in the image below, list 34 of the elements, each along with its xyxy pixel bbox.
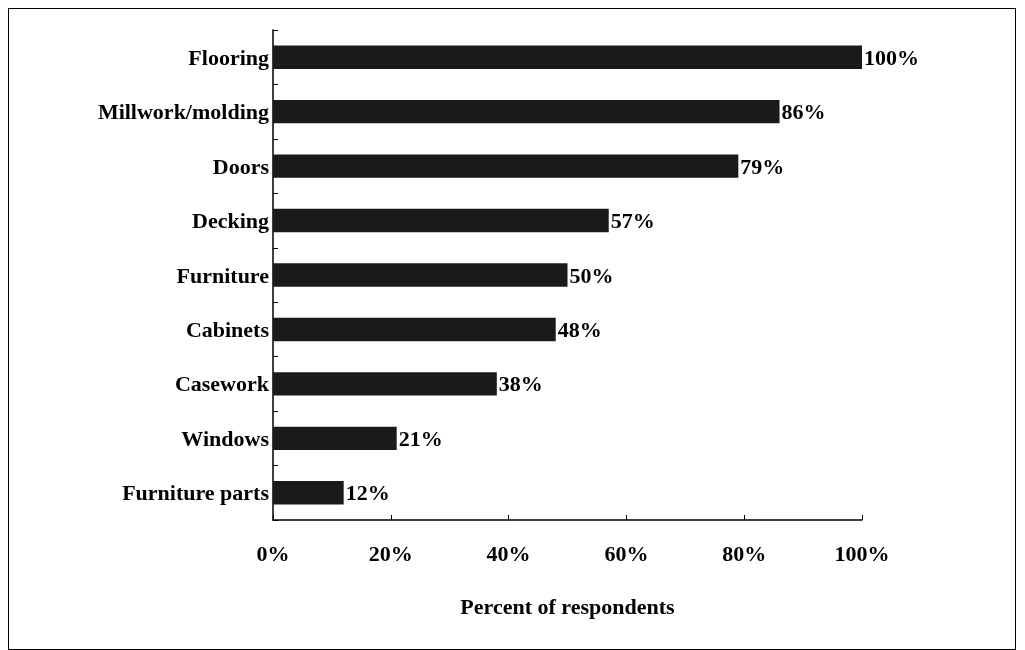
x-tick-label: 20%: [368, 540, 413, 566]
x-tick-label: 80%: [722, 540, 767, 566]
x-tick-label: 100%: [834, 540, 890, 566]
x-axis-title: Percent of respondents: [460, 593, 676, 619]
bar: [273, 426, 397, 451]
bar: [273, 481, 344, 505]
y-tick-label: Cabinets: [185, 316, 270, 342]
data-label: 38%: [498, 371, 543, 397]
bar: [273, 208, 609, 233]
x-tick-label: 0%: [256, 540, 290, 566]
data-label: 57%: [610, 208, 655, 234]
y-tick-label: Flooring: [188, 44, 269, 70]
bar: [273, 154, 739, 178]
bar: [273, 372, 497, 396]
y-tick-label: Furniture: [176, 262, 270, 288]
data-label: 48%: [557, 316, 602, 342]
y-tick-label: Doors: [212, 153, 270, 179]
y-tick-label: Casework: [174, 371, 270, 397]
y-tick-label: Windows: [181, 425, 270, 451]
x-tick-label: 60%: [604, 540, 649, 566]
data-label: 79%: [740, 153, 785, 179]
x-tick-label: 40%: [486, 540, 531, 566]
y-tick-label: Decking: [192, 208, 269, 234]
data-label: 21%: [398, 425, 443, 451]
bar: [273, 45, 862, 69]
bar: [273, 317, 556, 342]
bar: [273, 99, 780, 124]
data-label: 86%: [781, 99, 826, 125]
bar: [273, 263, 568, 287]
y-tick-label: Millwork/molding: [97, 99, 269, 125]
data-label: 100%: [864, 44, 919, 70]
data-label: 12%: [345, 480, 390, 506]
y-tick-label: Furniture parts: [122, 480, 270, 506]
data-label: 50%: [569, 262, 614, 288]
